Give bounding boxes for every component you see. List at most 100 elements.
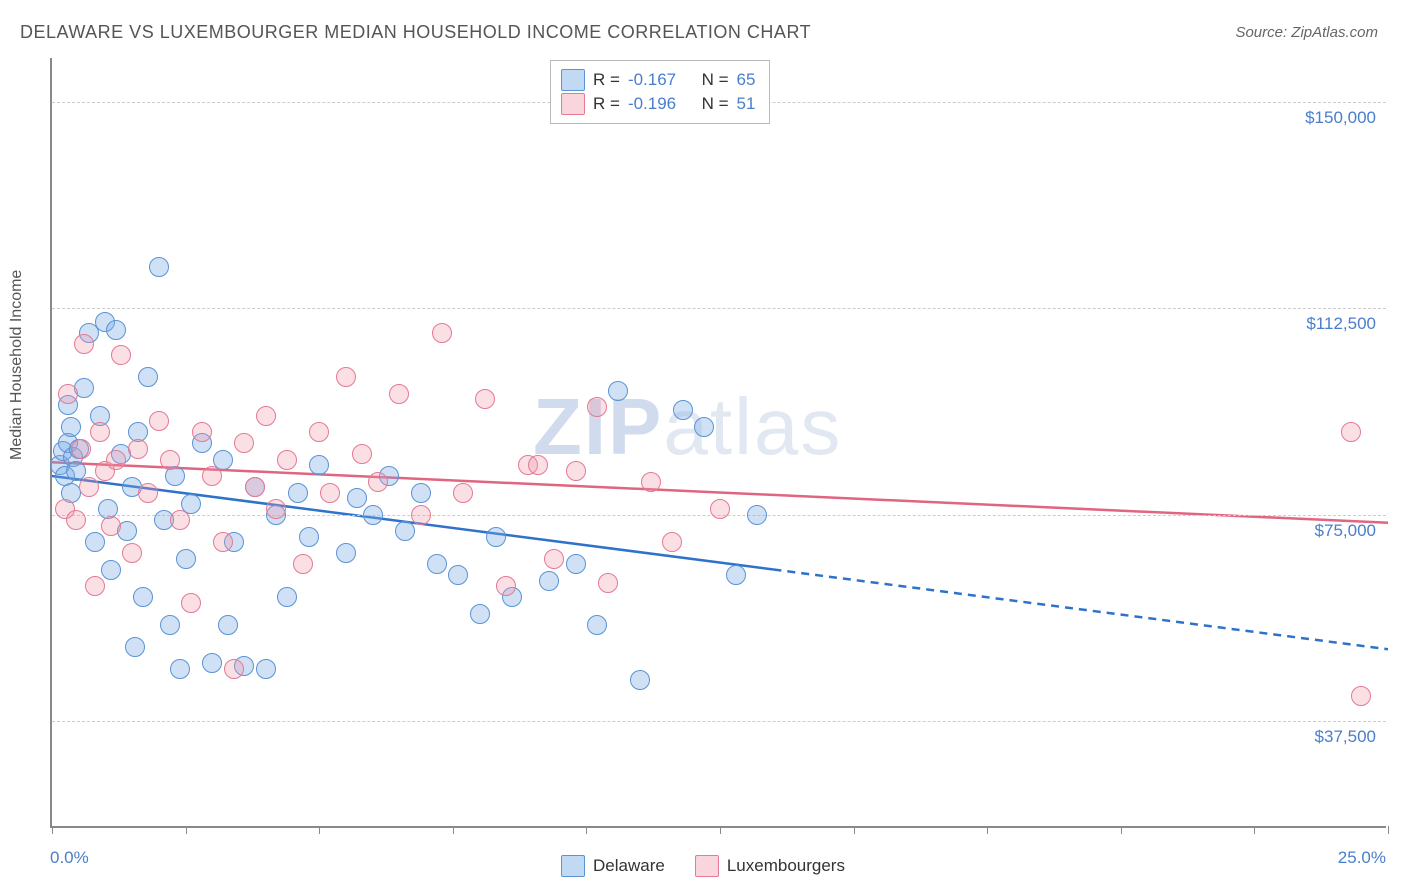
delaware-point (630, 670, 650, 690)
delaware-point (395, 521, 415, 541)
delaware-point (101, 560, 121, 580)
luxembourgers-point (352, 444, 372, 464)
x-axis-tick (1254, 826, 1255, 834)
delaware-point (160, 615, 180, 635)
luxembourgers-point (544, 549, 564, 569)
n-label: N = (702, 70, 729, 90)
gridline (52, 308, 1386, 309)
luxembourgers-point (710, 499, 730, 519)
stats-legend-row: R = -0.167 N = 65 (561, 69, 755, 91)
luxembourgers-point (101, 516, 121, 536)
delaware-point (694, 417, 714, 437)
luxembourgers-point (293, 554, 313, 574)
luxembourgers-point (138, 483, 158, 503)
luxembourgers-point (277, 450, 297, 470)
luxembourgers-point (368, 472, 388, 492)
swatch-blue-icon (561, 855, 585, 877)
luxembourgers-point (170, 510, 190, 530)
delaware-point (587, 615, 607, 635)
r-label: R = (593, 70, 620, 90)
n-value: 51 (737, 94, 756, 114)
x-axis-tick (1121, 826, 1122, 834)
luxembourgers-point (453, 483, 473, 503)
luxembourgers-point (566, 461, 586, 481)
luxembourgers-point (202, 466, 222, 486)
luxembourgers-point (149, 411, 169, 431)
x-axis-tick (186, 826, 187, 834)
luxembourgers-point (475, 389, 495, 409)
delaware-point (539, 571, 559, 591)
luxembourgers-point (79, 477, 99, 497)
luxembourgers-point (224, 659, 244, 679)
r-label: R = (593, 94, 620, 114)
delaware-point (277, 587, 297, 607)
y-axis-tick-label: $75,000 (1315, 521, 1376, 541)
luxembourgers-point (58, 384, 78, 404)
x-axis-tick (987, 826, 988, 834)
luxembourgers-point (496, 576, 516, 596)
delaware-point (448, 565, 468, 585)
luxembourgers-point (320, 483, 340, 503)
x-axis-tick (1388, 826, 1389, 834)
y-axis-tick-label: $37,500 (1315, 727, 1376, 747)
x-axis-min-label: 0.0% (50, 848, 89, 868)
delaware-point (176, 549, 196, 569)
delaware-point (85, 532, 105, 552)
x-axis-tick (720, 826, 721, 834)
luxembourgers-point (1351, 686, 1371, 706)
delaware-point (470, 604, 490, 624)
luxembourgers-point (389, 384, 409, 404)
watermark: ZIPatlas (533, 381, 842, 473)
delaware-point (218, 615, 238, 635)
delaware-point (288, 483, 308, 503)
n-value: 65 (737, 70, 756, 90)
legend-item: Luxembourgers (695, 855, 845, 877)
delaware-point (363, 505, 383, 525)
delaware-point (411, 483, 431, 503)
luxembourgers-point (528, 455, 548, 475)
delaware-point (133, 587, 153, 607)
chart-title: DELAWARE VS LUXEMBOURGER MEDIAN HOUSEHOL… (20, 22, 811, 43)
x-axis-max-label: 25.0% (1338, 848, 1386, 868)
luxembourgers-point (111, 345, 131, 365)
luxembourgers-point (160, 450, 180, 470)
luxembourgers-point (181, 593, 201, 613)
x-axis-tick (453, 826, 454, 834)
luxembourgers-point (411, 505, 431, 525)
luxembourgers-point (598, 573, 618, 593)
luxembourgers-point (234, 433, 254, 453)
delaware-point (256, 659, 276, 679)
luxembourgers-point (90, 422, 110, 442)
luxembourgers-point (71, 439, 91, 459)
y-axis-label: Median Household Income (8, 270, 26, 460)
y-axis-tick-label: $150,000 (1305, 108, 1376, 128)
luxembourgers-point (128, 439, 148, 459)
swatch-blue-icon (561, 69, 585, 91)
luxembourgers-point (213, 532, 233, 552)
delaware-point (61, 417, 81, 437)
luxembourgers-point (1341, 422, 1361, 442)
source-label: Source: ZipAtlas.com (1235, 24, 1378, 41)
gridline (52, 721, 1386, 722)
luxembourgers-point (641, 472, 661, 492)
swatch-pink-icon (561, 93, 585, 115)
luxembourgers-point (662, 532, 682, 552)
swatch-pink-icon (695, 855, 719, 877)
luxembourgers-point (336, 367, 356, 387)
delaware-point (566, 554, 586, 574)
delaware-point (299, 527, 319, 547)
x-axis-tick (52, 826, 53, 834)
luxembourgers-point (245, 477, 265, 497)
legend-item: Delaware (561, 855, 665, 877)
luxembourgers-point (66, 510, 86, 530)
delaware-point (486, 527, 506, 547)
delaware-point (747, 505, 767, 525)
delaware-point (608, 381, 628, 401)
luxembourgers-point (309, 422, 329, 442)
series-legend: Delaware Luxembourgers (0, 855, 1406, 877)
legend-label: Delaware (593, 856, 665, 876)
luxembourgers-point (85, 576, 105, 596)
plot-area: ZIPatlas $150,000$112,500$75,000$37,500 (50, 58, 1386, 828)
delaware-point (170, 659, 190, 679)
delaware-point (125, 637, 145, 657)
